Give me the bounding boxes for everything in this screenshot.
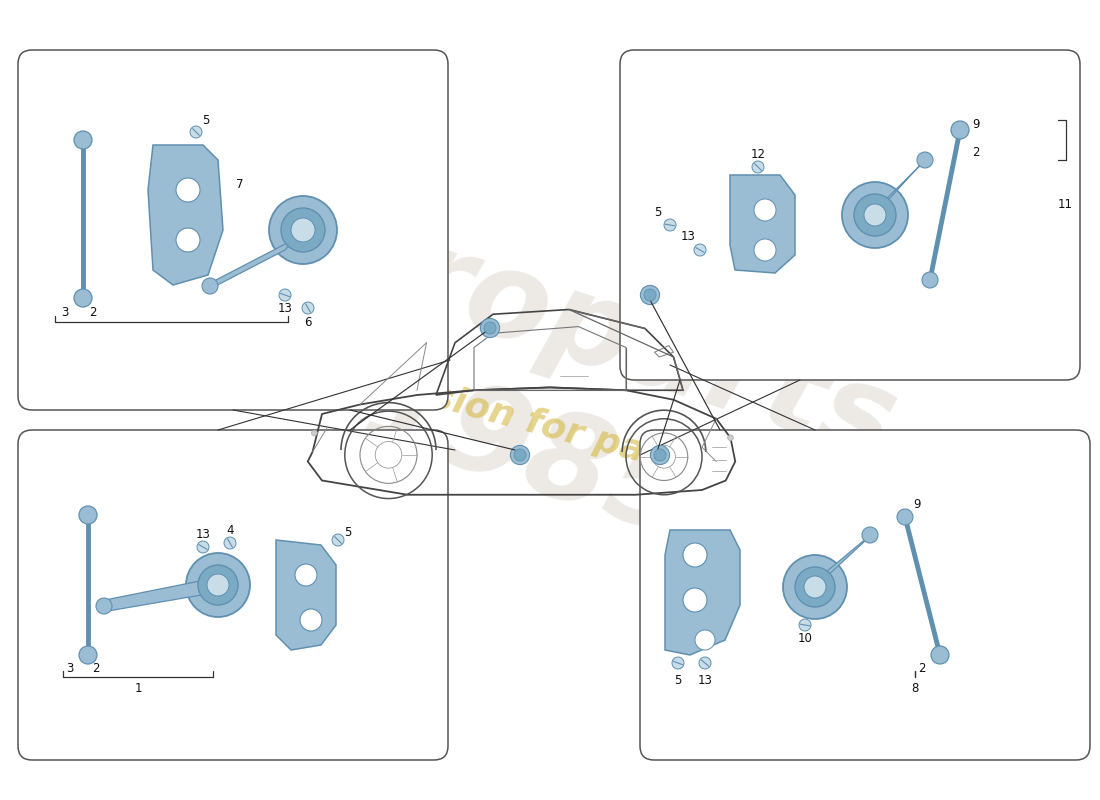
Circle shape [842, 182, 908, 248]
Polygon shape [730, 175, 795, 273]
Circle shape [917, 152, 933, 168]
Text: 6: 6 [305, 315, 311, 329]
FancyBboxPatch shape [620, 50, 1080, 380]
Text: 9: 9 [972, 118, 980, 131]
Circle shape [783, 555, 847, 619]
Circle shape [202, 278, 218, 294]
Polygon shape [870, 157, 930, 220]
Circle shape [270, 196, 337, 264]
Text: 2: 2 [89, 306, 97, 318]
Circle shape [311, 430, 317, 436]
Circle shape [694, 244, 706, 256]
Text: 7: 7 [236, 178, 244, 191]
Circle shape [224, 537, 236, 549]
Circle shape [650, 446, 670, 465]
Text: 3: 3 [66, 662, 74, 675]
Circle shape [862, 527, 878, 543]
FancyBboxPatch shape [18, 430, 448, 760]
Circle shape [510, 446, 529, 465]
Text: 10: 10 [798, 633, 813, 646]
Circle shape [752, 161, 764, 173]
Polygon shape [148, 145, 223, 285]
Text: 2: 2 [918, 662, 926, 675]
Circle shape [96, 598, 112, 614]
Circle shape [279, 289, 292, 301]
Circle shape [799, 619, 811, 631]
Circle shape [481, 318, 499, 338]
Circle shape [698, 657, 711, 669]
Circle shape [292, 218, 315, 242]
Circle shape [896, 509, 913, 525]
Polygon shape [100, 579, 213, 611]
Circle shape [644, 289, 656, 301]
Circle shape [754, 199, 776, 221]
Polygon shape [206, 240, 293, 291]
Circle shape [804, 576, 826, 598]
Circle shape [795, 567, 835, 607]
Text: 13: 13 [697, 674, 713, 686]
Circle shape [640, 286, 660, 305]
Circle shape [176, 178, 200, 202]
Circle shape [754, 239, 776, 261]
Text: 5: 5 [674, 674, 682, 686]
Text: 5: 5 [344, 526, 352, 538]
Circle shape [302, 302, 313, 314]
Circle shape [300, 609, 322, 631]
Circle shape [198, 565, 238, 605]
Circle shape [922, 272, 938, 288]
Polygon shape [666, 530, 740, 655]
Circle shape [654, 449, 666, 461]
Text: 8: 8 [911, 682, 918, 695]
Circle shape [683, 588, 707, 612]
Text: europarts
1985: europarts 1985 [189, 166, 911, 614]
Circle shape [332, 534, 344, 546]
Circle shape [484, 322, 496, 334]
Circle shape [931, 646, 949, 664]
FancyBboxPatch shape [18, 50, 448, 410]
Text: 3: 3 [62, 306, 68, 318]
Polygon shape [276, 540, 336, 650]
Circle shape [197, 541, 209, 553]
Text: 2: 2 [92, 662, 100, 675]
Circle shape [864, 204, 886, 226]
Circle shape [186, 553, 250, 617]
Text: a passion for parts.com: a passion for parts.com [323, 351, 796, 509]
Text: 2: 2 [972, 146, 980, 158]
Text: 9: 9 [913, 498, 921, 511]
Circle shape [207, 574, 229, 596]
Text: 4: 4 [227, 525, 233, 538]
Circle shape [295, 564, 317, 586]
Circle shape [74, 289, 92, 307]
Circle shape [514, 449, 526, 461]
Circle shape [74, 131, 92, 149]
Text: 5: 5 [202, 114, 210, 126]
Text: 13: 13 [196, 529, 210, 542]
Polygon shape [810, 532, 875, 592]
Circle shape [79, 646, 97, 664]
Circle shape [176, 228, 200, 252]
Circle shape [683, 543, 707, 567]
Circle shape [672, 657, 684, 669]
Circle shape [190, 126, 202, 138]
Text: 11: 11 [1057, 198, 1072, 211]
Circle shape [854, 194, 896, 236]
FancyBboxPatch shape [640, 430, 1090, 760]
Text: 5: 5 [654, 206, 662, 218]
Text: 1: 1 [134, 682, 142, 695]
Circle shape [695, 630, 715, 650]
Text: 13: 13 [681, 230, 695, 243]
Circle shape [79, 506, 97, 524]
Circle shape [952, 121, 969, 139]
Circle shape [728, 435, 734, 441]
Text: 13: 13 [277, 302, 293, 314]
Text: 12: 12 [750, 149, 766, 162]
Circle shape [280, 208, 324, 252]
Circle shape [664, 219, 676, 231]
